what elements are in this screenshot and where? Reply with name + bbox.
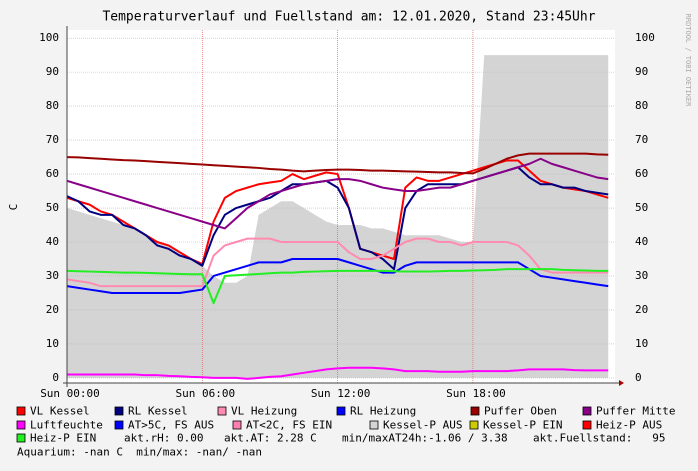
legend-label: AT>5C, FS AUS <box>128 419 214 432</box>
areas <box>67 55 609 378</box>
y2-tick-label: 60 <box>635 167 648 180</box>
legend-label: Kessel-P AUS <box>383 419 462 432</box>
y-tick-label: 100 <box>39 31 59 44</box>
y2-tick-label: 80 <box>635 99 648 112</box>
y-tick-label: 50 <box>46 201 59 214</box>
legend-swatch <box>369 420 379 430</box>
lines <box>66 152 609 380</box>
y-tick-label: 70 <box>46 133 59 146</box>
line <box>66 257 609 294</box>
legend-label: AT<2C, FS EIN <box>246 419 332 432</box>
legend-label: Puffer Mitte <box>596 405 675 418</box>
status-note: min/maxAT24h:-1.06 / 3.38 <box>342 432 508 445</box>
area <box>67 55 609 378</box>
legend-swatch <box>336 406 346 416</box>
y-tick-label: 10 <box>46 337 59 350</box>
line <box>66 152 609 175</box>
legend-swatch <box>470 406 480 416</box>
x-tick-label: Sun 12:00 <box>311 387 371 400</box>
y2-tick-label: 50 <box>635 201 648 214</box>
legend-label: Heiz-P EIN <box>30 432 96 445</box>
legend-label: Kessel-P EIN <box>483 419 562 432</box>
line <box>67 366 609 380</box>
legend-swatch <box>16 433 26 443</box>
y-tick-label: 30 <box>46 269 59 282</box>
legend-label: Heiz-P AUS <box>596 419 662 432</box>
line <box>66 157 609 230</box>
y2-tick-label: 90 <box>635 65 648 78</box>
legend-swatch <box>114 420 124 430</box>
y-axis-label: C <box>7 204 20 211</box>
watermark: RRDTOOL / TOBI OETIKER <box>684 14 692 108</box>
axis-arrow <box>619 380 624 386</box>
legend-label: VL Kessel <box>30 405 90 418</box>
y-tick-label: 0 <box>52 371 59 384</box>
status-note: Aquarium: -nan C min/max: -nan/ -nan <box>17 446 262 459</box>
line <box>66 237 609 288</box>
y-tick-label: 20 <box>46 303 59 316</box>
legend-swatch <box>582 420 592 430</box>
line <box>66 159 609 266</box>
y2-tick-label: 10 <box>635 337 648 350</box>
legend-swatch <box>469 420 479 430</box>
y2-tick-label: 70 <box>635 133 648 146</box>
y2-tick-label: 0 <box>635 371 642 384</box>
legend-swatch <box>16 406 26 416</box>
legend-label: RL Heizung <box>350 405 416 418</box>
legend-swatch <box>114 406 124 416</box>
x-tick-label: Sun 06:00 <box>176 387 236 400</box>
y-tick-label: 90 <box>46 65 59 78</box>
y2-tick-label: 20 <box>635 303 648 316</box>
legend-label: VL Heizung <box>231 405 297 418</box>
y-tick-label: 60 <box>46 167 59 180</box>
legend-label: Luftfeuchte <box>30 419 103 432</box>
y-tick-label: 80 <box>46 99 59 112</box>
legend-label: RL Kessel <box>128 405 188 418</box>
x-tick-label: Sun 18:00 <box>446 387 506 400</box>
legend-swatch <box>232 420 242 430</box>
y2-tick-label: 30 <box>635 269 648 282</box>
y2-tick-label: 100 <box>635 31 655 44</box>
y2-tick-label: 40 <box>635 235 648 248</box>
legend-label: Puffer Oben <box>484 405 557 418</box>
line <box>66 268 609 305</box>
y-tick-label: 40 <box>46 235 59 248</box>
legend-swatch <box>217 406 227 416</box>
legend-swatch <box>16 420 26 430</box>
chart-title: Temperaturverlauf und Fuellstand am: 12.… <box>102 10 595 25</box>
x-tick-label: Sun 00:00 <box>40 387 100 400</box>
status-note: akt.AT: 2.28 C <box>224 432 317 445</box>
status-note: akt.rH: 0.00 <box>124 432 203 445</box>
legend-swatch <box>582 406 592 416</box>
status-note: akt.Fuellstand: 95 <box>533 432 665 445</box>
